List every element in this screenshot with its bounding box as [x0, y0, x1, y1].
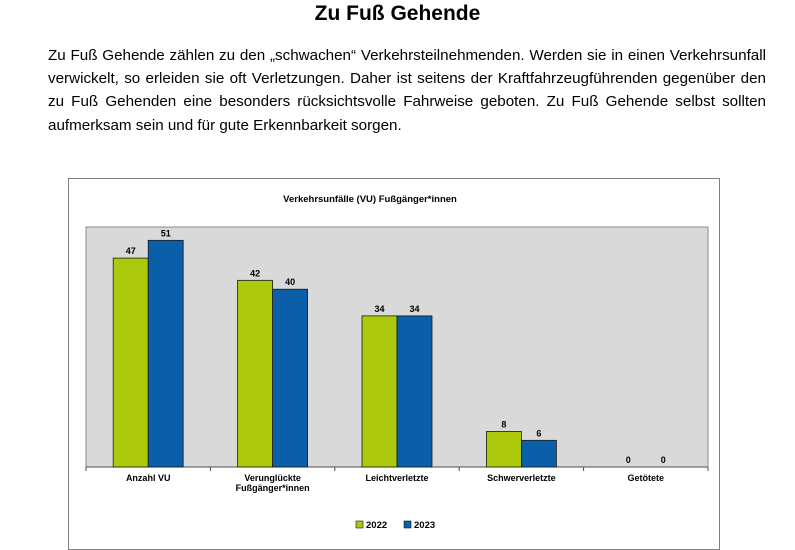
- data-label-2022-4: 8: [501, 419, 506, 429]
- legend-swatch-2022: [355, 520, 364, 529]
- category-label: Schwerverletzte: [487, 473, 556, 483]
- chart-title: Verkehrsunfälle (VU) Fußgänger*innen: [283, 194, 457, 205]
- data-label-2022-3: 34: [374, 304, 384, 314]
- category-label: Anzahl VU: [126, 473, 171, 483]
- page-title: Zu Fuß Gehende: [314, 2, 481, 25]
- bar-2023-3: [396, 315, 433, 468]
- intro-paragraph: Zu Fuß Gehende zählen zu den „schwachen“…: [48, 47, 766, 134]
- bar-2022-2: [237, 279, 274, 468]
- legend-label-2022: 2022: [366, 520, 387, 531]
- data-label-2023-1: 51: [161, 228, 171, 238]
- bar-2022-3: [361, 315, 398, 468]
- data-label-2023-3: 34: [409, 304, 419, 314]
- category-label: Leichtverletzte: [365, 473, 428, 483]
- category-label: Verunglückte: [244, 473, 301, 483]
- data-label-2023-5: 0: [661, 455, 666, 465]
- chart-container: Verkehrsunfälle (VU) Fußgänger*innen 47 5…: [68, 178, 720, 550]
- bar-2022-1: [112, 257, 149, 468]
- bar-chart: Verkehrsunfälle (VU) Fußgänger*innen 47 5…: [85, 194, 709, 531]
- bar-2022-4: [485, 431, 522, 468]
- category-label: Fußgänger*innen: [236, 483, 310, 493]
- data-label-2022-2: 42: [250, 268, 260, 278]
- data-label-2023-2: 40: [285, 277, 295, 287]
- data-label-2022-5: 0: [626, 455, 631, 465]
- bar-2023-4: [520, 439, 557, 468]
- legend-swatch-2023: [403, 520, 412, 529]
- bar-2023-1: [147, 239, 184, 468]
- bar-2023-2: [272, 288, 309, 468]
- category-label: Getötete: [628, 473, 665, 483]
- legend-label-2023: 2023: [414, 520, 435, 531]
- data-label-2023-4: 6: [536, 428, 541, 438]
- data-label-2022-1: 47: [126, 246, 136, 256]
